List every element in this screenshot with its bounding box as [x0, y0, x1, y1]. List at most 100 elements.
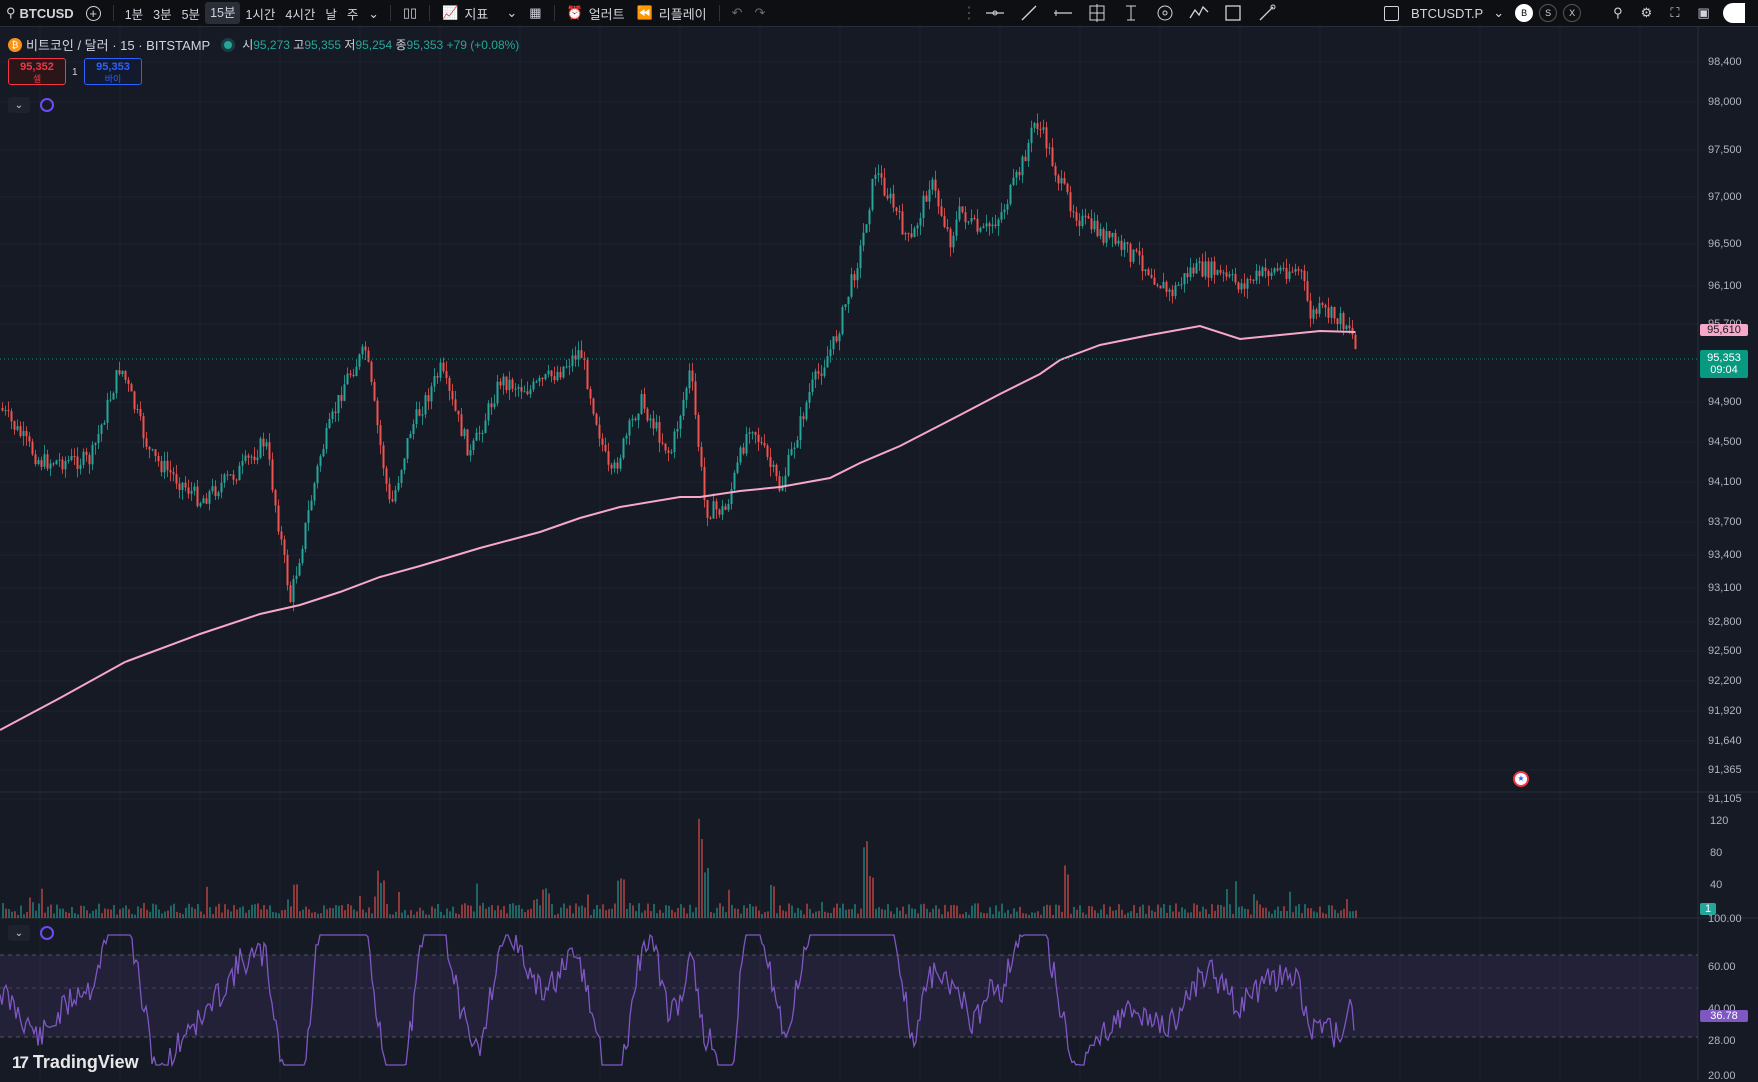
candle-body — [1120, 240, 1123, 250]
chevron-down-icon[interactable]: ⌄ — [1493, 5, 1505, 20]
sell-button[interactable]: 95,352 셀 — [8, 58, 66, 85]
candle-body — [1321, 303, 1324, 305]
candle-body — [952, 235, 955, 248]
volume-bar — [1091, 906, 1093, 918]
candle-body — [250, 456, 253, 458]
timeframe-1h[interactable]: 1시간 — [245, 7, 276, 22]
zoom-search-icon[interactable]: ⚲ — [1613, 5, 1623, 20]
candle-body — [520, 387, 523, 392]
volume-bar — [1001, 903, 1003, 918]
volume-bar — [740, 913, 742, 918]
timeframe-week[interactable]: 주 — [346, 7, 359, 22]
text-cursor-icon[interactable] — [1114, 0, 1148, 26]
quantity-value[interactable]: 1 — [72, 67, 78, 78]
volume-bar — [1253, 894, 1255, 918]
undo-button[interactable]: ↶ — [726, 0, 749, 26]
volume-bar — [119, 909, 121, 918]
rectangle-icon[interactable] — [1216, 0, 1250, 26]
indicators-button[interactable]: 📈 지표 ⌄ — [436, 0, 523, 26]
symbol-description[interactable]: 비트코인 / 달러 · 15 · BITSTAMP — [26, 38, 211, 53]
volume-bar — [623, 879, 625, 918]
candle-body — [322, 448, 325, 457]
candle-body — [571, 355, 574, 367]
volume-bar — [980, 912, 982, 918]
collapse-rsi-button[interactable]: ⌄ — [8, 925, 30, 941]
volume-bar — [1085, 914, 1087, 918]
trend-line-icon[interactable] — [1012, 0, 1046, 26]
volume-bar — [485, 908, 487, 918]
timeframe-3m[interactable]: 3분 — [153, 7, 172, 22]
sync-icon[interactable] — [40, 98, 54, 112]
close-label: 종 — [395, 38, 407, 52]
pattern-icon[interactable] — [1182, 0, 1216, 26]
chart-type-button[interactable]: ▯▯ — [397, 0, 423, 26]
camera-icon[interactable]: ▣ — [1697, 5, 1710, 20]
candle-body — [982, 226, 985, 228]
replay-button[interactable]: ⏪ 리플레이 — [631, 0, 713, 26]
horizontal-line-icon[interactable] — [1046, 0, 1080, 26]
volume-bar — [719, 903, 721, 918]
badge-b[interactable]: B — [1515, 4, 1534, 22]
buy-button[interactable]: 95,353 바이 — [84, 58, 142, 85]
volume-bar — [56, 904, 58, 918]
volume-bar — [605, 910, 607, 918]
candle-body — [1309, 300, 1312, 319]
checkbox-icon[interactable] — [1384, 5, 1399, 21]
timeframe-1m[interactable]: 1분 — [124, 7, 144, 22]
volume-bar — [1325, 913, 1327, 918]
timeframe-15m[interactable]: 15분 — [205, 2, 241, 24]
tradingview-logo[interactable]: 17 TradingView — [12, 1052, 139, 1073]
volume-bar — [338, 905, 340, 918]
candle-body — [664, 443, 667, 451]
chevron-down-icon[interactable]: ⌄ — [506, 5, 518, 20]
alert-button[interactable]: ⏰ 얼러트 — [561, 0, 631, 26]
redo-button[interactable]: ↷ — [749, 0, 772, 26]
candle-body — [937, 190, 940, 207]
volume-bar — [1208, 914, 1210, 918]
candle-body — [460, 414, 463, 437]
badge-x[interactable]: X — [1563, 4, 1582, 22]
publish-button[interactable] — [1722, 3, 1745, 23]
brush-icon[interactable] — [1250, 0, 1284, 26]
volume-bar — [803, 914, 805, 918]
volume-bar — [962, 914, 964, 918]
collapse-legend-button[interactable]: ⌄ — [8, 97, 30, 113]
volume-bar — [773, 886, 775, 918]
layouts-button[interactable]: ▦ — [523, 0, 547, 26]
us-flag-event-icon[interactable]: ★ — [1513, 771, 1529, 787]
volume-bar — [155, 904, 157, 918]
timeframe-4h[interactable]: 4시간 — [285, 7, 316, 22]
rsi-axis-label: 28.00 — [1708, 1035, 1736, 1047]
timeframe-5m[interactable]: 5분 — [181, 7, 201, 22]
price-axis-label: 94,900 — [1708, 396, 1742, 408]
compare-button[interactable]: + — [80, 0, 107, 26]
candle-body — [739, 447, 742, 463]
candle-body — [487, 403, 490, 421]
volume-bar — [203, 914, 205, 918]
linked-symbol[interactable]: BTCUSDT.P — [1411, 5, 1484, 21]
candle-body — [448, 378, 451, 391]
fullscreen-icon[interactable]: ⛶ — [1670, 5, 1680, 20]
volume-bar — [830, 912, 832, 918]
symbol-search[interactable]: ⚲ BTCUSD — [0, 0, 80, 26]
candle-body — [181, 482, 184, 490]
volume-bar — [392, 914, 394, 918]
candle-body — [331, 411, 334, 420]
volume-bar — [1103, 904, 1105, 918]
drag-handle-icon[interactable]: ⋮ — [961, 5, 977, 22]
fib-grid-icon[interactable] — [1080, 0, 1114, 26]
candle-body — [1267, 271, 1270, 277]
volume-bar — [236, 909, 238, 918]
candle-body — [1324, 304, 1327, 308]
sync-icon[interactable] — [40, 926, 54, 940]
timeframe-day[interactable]: 날 — [325, 7, 337, 22]
horizontal-ray-icon[interactable] — [978, 0, 1012, 26]
timeframe-dropdown-icon[interactable]: ⌄ — [368, 6, 379, 21]
badge-s[interactable]: S — [1539, 4, 1558, 22]
gear-icon[interactable]: ⚙ — [1640, 5, 1653, 20]
circle-target-icon[interactable] — [1148, 0, 1182, 26]
price-axis-label: 94,100 — [1708, 476, 1742, 488]
candle-body — [586, 360, 589, 390]
candle-body — [1315, 309, 1318, 314]
